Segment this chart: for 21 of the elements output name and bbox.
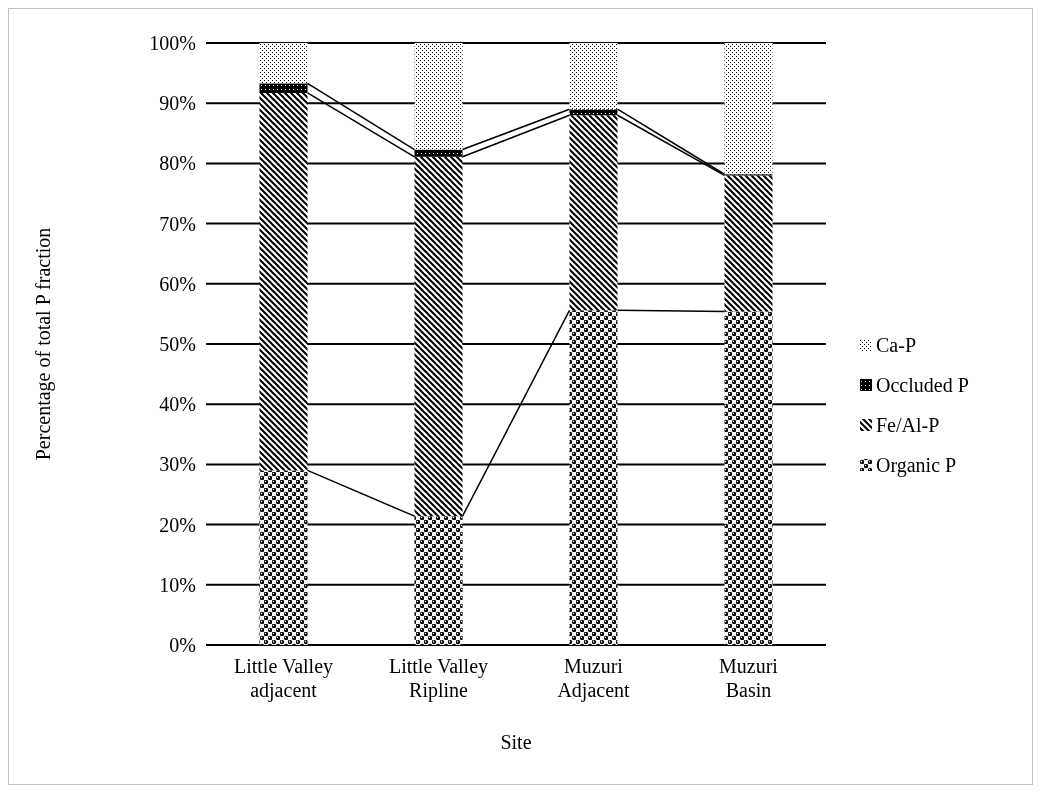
y-tick-label: 60% bbox=[159, 272, 196, 295]
legend-label: Fe/Al-P bbox=[876, 414, 940, 436]
x-axis-title: Site bbox=[500, 731, 532, 753]
x-tick-label: Muzuri Adjacent bbox=[557, 655, 631, 702]
y-tick-label: 70% bbox=[159, 212, 196, 235]
y-tick-label: 100% bbox=[149, 32, 196, 54]
legend-label: Organic P bbox=[876, 454, 957, 477]
y-tick-label: 90% bbox=[159, 92, 196, 115]
y-tick-label: 80% bbox=[159, 152, 196, 175]
x-tick-label: Muzuri Basin bbox=[719, 655, 779, 701]
y-tick-label: 0% bbox=[169, 634, 196, 656]
y-tick-label: 50% bbox=[159, 333, 196, 355]
y-tick-label: 10% bbox=[159, 573, 196, 596]
y-tick-label: 30% bbox=[159, 453, 196, 476]
y-tick-label: 20% bbox=[159, 513, 196, 536]
y-axis-title: Percentage of total P fraction bbox=[32, 227, 55, 461]
x-tick-label: Little Valley Ripline bbox=[388, 655, 489, 702]
legend-label: Occluded P bbox=[876, 374, 969, 396]
y-tick-label: 40% bbox=[159, 393, 196, 416]
legend-label: Ca-P bbox=[876, 334, 916, 356]
x-tick-label: Little Valley adjacent bbox=[233, 655, 334, 702]
